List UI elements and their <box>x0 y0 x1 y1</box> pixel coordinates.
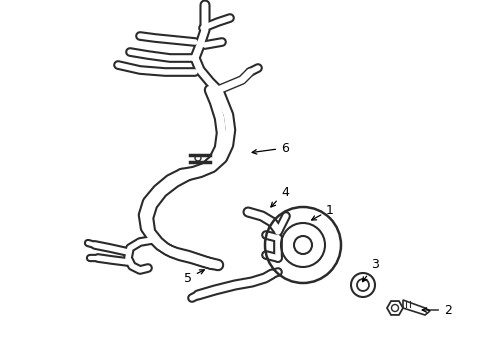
Text: 5: 5 <box>183 270 204 284</box>
Text: 6: 6 <box>252 141 288 154</box>
Text: 3: 3 <box>362 258 378 282</box>
Text: 4: 4 <box>270 185 288 207</box>
Text: 2: 2 <box>421 303 451 316</box>
Text: 1: 1 <box>311 203 333 220</box>
